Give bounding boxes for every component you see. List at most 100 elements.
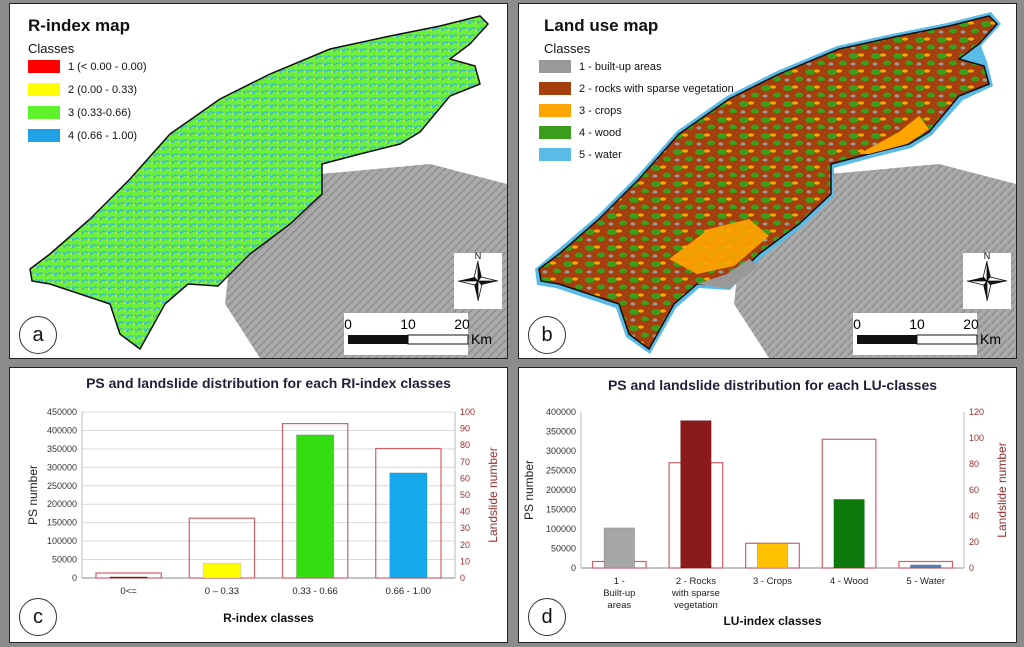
panel-letter-a: a bbox=[19, 316, 57, 354]
scale-tick-10: 10 bbox=[909, 316, 925, 332]
legend-item-landuse-4: 4 - wood bbox=[539, 126, 621, 139]
chart-title: PS and landslide distribution for each L… bbox=[608, 377, 937, 393]
x-tick-label: 5 - Water bbox=[906, 576, 945, 587]
map-title-landuse: Land use map bbox=[544, 16, 659, 35]
x-tick-label: areas bbox=[607, 600, 631, 611]
legend-swatch bbox=[539, 126, 571, 139]
y-tick-label: 400000 bbox=[546, 407, 576, 417]
map-title-rindex: R-index map bbox=[28, 16, 131, 35]
y-tick-label: 350000 bbox=[47, 444, 77, 454]
legend-label: 1 - built-up areas bbox=[579, 60, 662, 73]
y-tick-label: 0 bbox=[72, 573, 77, 583]
x-tick-label: vegetation bbox=[674, 600, 718, 611]
north-label: N bbox=[475, 251, 482, 261]
y-tick-label: 150000 bbox=[546, 505, 576, 515]
panel-d-luindex-chart: PS and landslide distribution for each L… bbox=[518, 367, 1017, 643]
luindex-chart-svg: PS and landslide distribution for each L… bbox=[522, 377, 1009, 628]
scale-tick-0: 0 bbox=[344, 316, 352, 332]
y2-tick-label: 80 bbox=[969, 459, 979, 469]
ps-bar bbox=[296, 434, 335, 579]
x-tick-label: 3 - Crops bbox=[753, 576, 792, 587]
x-tick-label: 2 - Rocks bbox=[676, 576, 716, 587]
scale-bar: 0 10 20 Km bbox=[344, 313, 492, 355]
legend-swatch bbox=[28, 60, 60, 73]
legend-swatch bbox=[539, 82, 571, 95]
study-area-rindex bbox=[29, 15, 490, 351]
y-tick-label: 200000 bbox=[47, 499, 77, 509]
y-tick-label: 200000 bbox=[546, 485, 576, 495]
ps-bar bbox=[756, 543, 789, 569]
y2-tick-label: 0 bbox=[969, 563, 974, 573]
legend-item-rindex-2: 2 (0.00 - 0.33) bbox=[28, 83, 137, 96]
x-tick-label: 0<= bbox=[120, 586, 137, 597]
y2-tick-label: 100 bbox=[460, 407, 475, 417]
legend-label: 2 (0.00 - 0.33) bbox=[68, 83, 138, 96]
y2-tick-label: 80 bbox=[460, 440, 470, 450]
x-tick-label: with sparse bbox=[671, 588, 720, 599]
ps-bar bbox=[603, 527, 636, 569]
scale-tick-20: 20 bbox=[963, 316, 979, 332]
x-tick-label: 0.66 - 1.00 bbox=[386, 586, 431, 597]
legend-swatch bbox=[28, 129, 60, 142]
y-tick-label: 150000 bbox=[47, 518, 77, 528]
legend-label: 1 (< 0.00 - 0.00) bbox=[68, 60, 147, 73]
scale-bar: 0 10 20 Km bbox=[853, 313, 1001, 355]
y2-tick-label: 40 bbox=[460, 507, 470, 517]
y-axis-title: PS number bbox=[26, 465, 40, 525]
scale-unit: Km bbox=[471, 331, 492, 347]
ps-bar bbox=[202, 562, 241, 579]
legend-title-rindex: Classes bbox=[28, 41, 75, 56]
crops-zone bbox=[669, 219, 769, 274]
panel-c-rindex-chart: PS and landslide distribution for each R… bbox=[9, 367, 508, 643]
rindex-map-canvas: N 0 10 20 Km bbox=[29, 15, 507, 358]
x-tick-label: Built-up bbox=[603, 588, 635, 599]
y2-tick-label: 10 bbox=[460, 556, 470, 566]
legend-label: 4 (0.66 - 1.00) bbox=[68, 129, 138, 142]
x-tick-label: 4 - Wood bbox=[830, 576, 868, 587]
y2-tick-label: 70 bbox=[460, 457, 470, 467]
y2-tick-label: 60 bbox=[969, 485, 979, 495]
legend-item-landuse-1: 1 - built-up areas bbox=[539, 60, 662, 73]
builtup-zone bbox=[697, 259, 759, 289]
study-area-landuse bbox=[538, 15, 999, 351]
y2-tick-label: 50 bbox=[460, 490, 470, 500]
y-tick-label: 0 bbox=[571, 563, 576, 573]
legend-swatch bbox=[539, 148, 571, 161]
y2-axis-title: Landslide number bbox=[995, 442, 1009, 537]
chart-title: PS and landslide distribution for each R… bbox=[86, 375, 451, 391]
y2-tick-label: 20 bbox=[969, 537, 979, 547]
y2-tick-label: 120 bbox=[969, 407, 984, 417]
legend-label: 5 - water bbox=[579, 148, 622, 161]
rindex-chart-svg: PS and landslide distribution for each R… bbox=[26, 375, 500, 625]
legend-item-rindex-4: 4 (0.66 - 1.00) bbox=[28, 129, 137, 142]
y2-axis-title: Landslide number bbox=[486, 447, 500, 542]
north-label: N bbox=[984, 251, 991, 261]
scale-tick-10: 10 bbox=[400, 316, 416, 332]
crops-zone bbox=[859, 116, 929, 154]
scale-tick-20: 20 bbox=[454, 316, 470, 332]
ps-bar bbox=[109, 576, 148, 579]
y2-tick-label: 100 bbox=[969, 433, 984, 443]
legend-item-landuse-5: 5 - water bbox=[539, 148, 622, 161]
y-tick-label: 250000 bbox=[47, 481, 77, 491]
legend-label: 3 (0.33-0.66) bbox=[68, 106, 131, 119]
ps-bar bbox=[389, 472, 428, 579]
ps-bar bbox=[909, 564, 942, 569]
x-tick-label: 1 - bbox=[614, 576, 625, 587]
legend-label: 3 - crops bbox=[579, 104, 622, 117]
landuse-map-canvas: N 0 10 20 Km bbox=[535, 12, 1016, 358]
y-tick-label: 50000 bbox=[551, 544, 576, 554]
y-tick-label: 300000 bbox=[47, 462, 77, 472]
legend-label: 2 - rocks with sparse vegetation bbox=[579, 82, 734, 95]
x-tick-label: 0 – 0.33 bbox=[205, 586, 239, 597]
y-tick-label: 100000 bbox=[546, 524, 576, 534]
y-tick-label: 50000 bbox=[52, 555, 77, 565]
legend-item-landuse-2: 2 - rocks with sparse vegetation bbox=[539, 82, 734, 95]
x-axis-title: R-index classes bbox=[223, 611, 314, 625]
legend-item-rindex-3: 3 (0.33-0.66) bbox=[28, 106, 131, 119]
y-tick-label: 250000 bbox=[546, 466, 576, 476]
legend-title-landuse: Classes bbox=[544, 41, 591, 56]
y-tick-label: 100000 bbox=[47, 536, 77, 546]
ps-bar bbox=[833, 498, 865, 569]
y-tick-label: 400000 bbox=[47, 425, 77, 435]
